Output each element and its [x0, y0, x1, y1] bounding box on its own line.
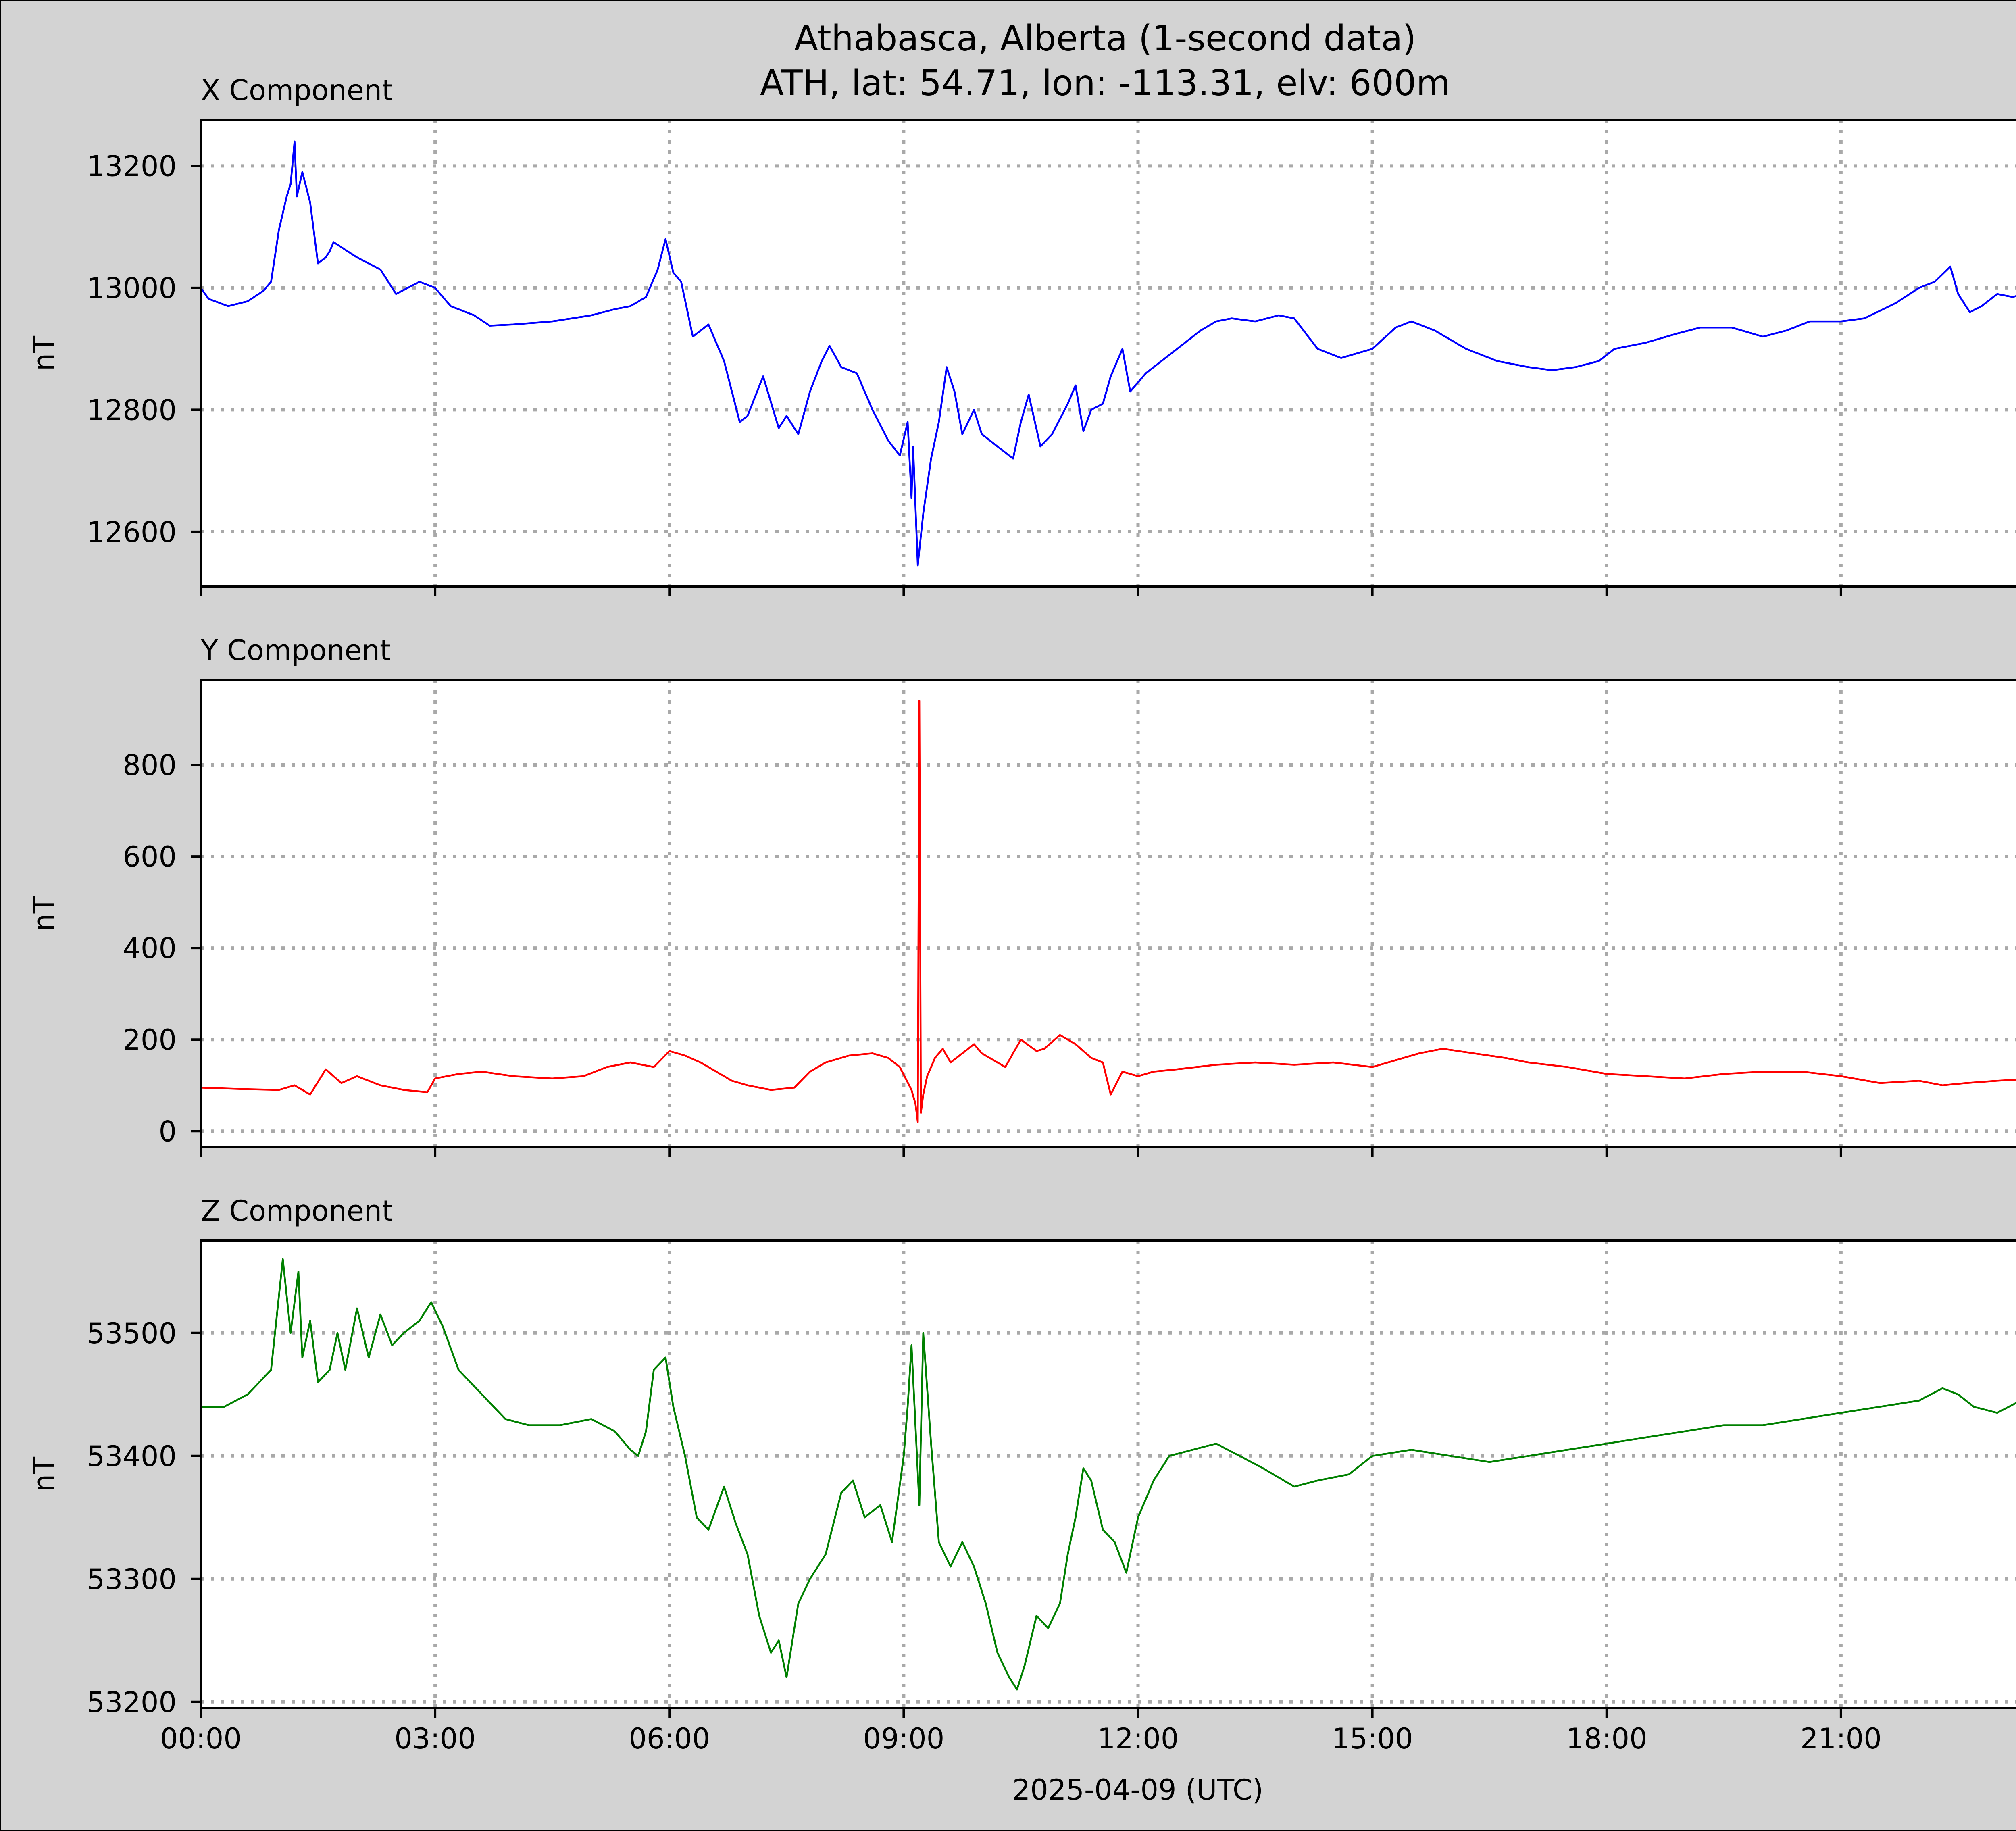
y-y-tick-label: 200 — [123, 1023, 177, 1056]
panels: 12600 12800 13000 13200 X Component nT 0 200 400… — [27, 74, 2016, 1755]
x-tick-label: 18:00 — [1566, 1722, 1647, 1755]
z-y-tick-label: 53500 — [87, 1317, 177, 1350]
y-plot-area — [201, 680, 2016, 1147]
x-y-axis-label: nT — [27, 336, 60, 371]
z-y-tick-label: 53200 — [87, 1686, 177, 1719]
y-component-title: Y Component — [200, 634, 391, 667]
chart-title-line-1: Athabasca, Alberta (1-second data) — [794, 18, 1416, 59]
z-axes-frame — [200, 1239, 2016, 1709]
z-y-tick-label: 53300 — [87, 1563, 177, 1596]
y-axes-frame — [200, 679, 2016, 1148]
z-component-title: Z Component — [201, 1194, 393, 1227]
chart-title-line-2: ATH, lat: 54.71, lon: -113.31, elv: 600m — [760, 62, 1450, 104]
z-y-tick-label: 53400 — [87, 1440, 177, 1473]
x-tick-label: 21:00 — [1800, 1722, 1882, 1755]
y-y-axis-label: nT — [27, 896, 60, 931]
y-y-tick-label: 400 — [123, 932, 177, 965]
x-y-tick-label: 12800 — [87, 394, 177, 427]
z-y-axis-label: nT — [27, 1457, 60, 1492]
x-axis-label: 2025-04-09 (UTC) — [1012, 1773, 1263, 1806]
x-tick-label: 09:00 — [863, 1722, 945, 1755]
z-component-series-line — [201, 1258, 2016, 1691]
x-component-title: X Component — [201, 74, 393, 107]
y-component-series-line — [201, 700, 2016, 1123]
z-component-panel: 00:00 03:00 06:00 09:00 12:00 15:00 18:00 21:00… — [27, 1194, 2016, 1755]
x-y-tick-label: 13200 — [87, 150, 177, 183]
x-tick-label: 06:00 — [629, 1722, 710, 1755]
x-component-panel: 12600 12800 13000 13200 X Component nT — [27, 74, 2016, 596]
x-component-series-line — [201, 140, 2016, 567]
x-axes-frame — [200, 119, 2016, 588]
x-tick-label: 00:00 — [160, 1722, 242, 1755]
x-tick-label: 12:00 — [1098, 1722, 1179, 1755]
y-component-panel: 0 200 400 600 800 Y Component nT — [27, 634, 2016, 1157]
x-plot-area — [201, 120, 2016, 587]
x-tick-label: 03:00 — [394, 1722, 476, 1755]
y-y-tick-label: 800 — [123, 749, 177, 782]
x-tick-label: 15:00 — [1332, 1722, 1413, 1755]
y-y-tick-label: 600 — [123, 840, 177, 873]
z-plot-area — [201, 1241, 2016, 1708]
x-y-tick-label: 13000 — [87, 272, 177, 305]
y-y-tick-label: 0 — [158, 1115, 177, 1148]
x-y-tick-label: 12600 — [87, 516, 177, 549]
